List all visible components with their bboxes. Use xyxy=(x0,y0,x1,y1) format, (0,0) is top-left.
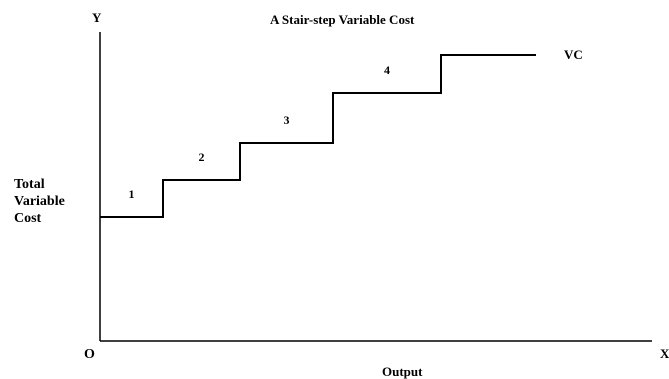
step-label-1: 1 xyxy=(129,187,135,201)
chart-title: A Stair-step Variable Cost xyxy=(270,12,415,27)
origin-label: O xyxy=(84,347,95,362)
step-label-4: 4 xyxy=(384,63,390,77)
series-label-vc: VC xyxy=(564,47,583,62)
y-axis-label-line-2: Variable xyxy=(14,194,65,209)
x-axis-symbol: X xyxy=(660,346,669,361)
y-axis-symbol: Y xyxy=(92,10,102,25)
step-label-3: 3 xyxy=(284,113,290,127)
x-axis-label: Output xyxy=(382,364,423,379)
step-label-2: 2 xyxy=(199,150,205,164)
series-layer: 1 2 3 4 VC xyxy=(100,47,583,218)
y-axis-label-line-1: Total xyxy=(14,177,45,192)
y-axis-label-line-3: Cost xyxy=(14,211,42,226)
vc-stair-line xyxy=(100,54,536,218)
